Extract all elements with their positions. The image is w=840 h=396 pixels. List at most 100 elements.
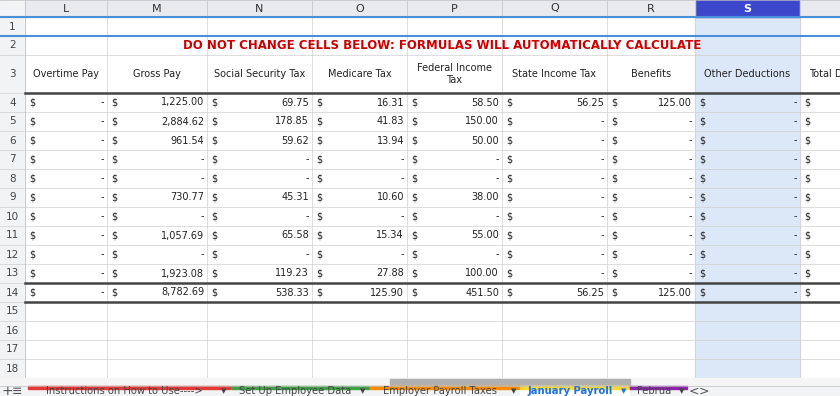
Text: $: $ xyxy=(506,97,512,107)
Text: -: - xyxy=(496,154,499,164)
Bar xyxy=(25,150,840,169)
Text: $: $ xyxy=(699,116,705,126)
Text: 2: 2 xyxy=(9,40,16,51)
Text: -: - xyxy=(601,192,604,202)
Text: $: $ xyxy=(699,135,705,145)
Text: DO NOT CHANGE CELLS BELOW: FORMULAS WILL AUTOMATICALLY CALCULATE: DO NOT CHANGE CELLS BELOW: FORMULAS WILL… xyxy=(183,39,701,52)
Text: -: - xyxy=(794,97,797,107)
Text: -: - xyxy=(601,116,604,126)
Text: $: $ xyxy=(29,154,35,164)
Text: >: > xyxy=(699,385,710,396)
Text: $: $ xyxy=(804,211,810,221)
Text: 27.88: 27.88 xyxy=(376,268,404,278)
Text: $: $ xyxy=(29,268,35,278)
Text: $: $ xyxy=(211,230,217,240)
Text: 17: 17 xyxy=(6,345,19,354)
Text: -: - xyxy=(101,154,104,164)
Text: ▼: ▼ xyxy=(360,388,365,394)
Text: -: - xyxy=(794,116,797,126)
Bar xyxy=(695,36,800,55)
Text: $: $ xyxy=(29,249,35,259)
Text: -: - xyxy=(794,135,797,145)
Text: $: $ xyxy=(111,230,117,240)
Text: $: $ xyxy=(316,154,322,164)
Bar xyxy=(25,321,840,340)
Text: $: $ xyxy=(211,249,217,259)
Text: January Payroll: January Payroll xyxy=(528,386,612,396)
Text: $: $ xyxy=(316,173,322,183)
Text: -: - xyxy=(601,154,604,164)
Bar xyxy=(207,0,312,17)
Bar xyxy=(0,264,25,283)
Bar xyxy=(695,283,800,302)
Text: 15: 15 xyxy=(6,307,19,316)
Text: $: $ xyxy=(699,230,705,240)
Bar xyxy=(25,207,840,226)
Text: Employer Payroll Taxes: Employer Payroll Taxes xyxy=(382,386,496,396)
Text: 961.54: 961.54 xyxy=(171,135,204,145)
Text: -: - xyxy=(101,116,104,126)
Bar xyxy=(0,112,25,131)
Text: -: - xyxy=(794,268,797,278)
Text: $: $ xyxy=(29,97,35,107)
Text: $: $ xyxy=(411,154,417,164)
Bar xyxy=(607,0,695,17)
Text: $: $ xyxy=(411,173,417,183)
Bar xyxy=(695,131,800,150)
Bar xyxy=(0,55,25,93)
Text: 69.75: 69.75 xyxy=(281,97,309,107)
Bar xyxy=(0,226,25,245)
Text: -: - xyxy=(601,249,604,259)
Text: +: + xyxy=(1,384,13,396)
Bar xyxy=(25,188,840,207)
Text: $: $ xyxy=(611,173,617,183)
Bar xyxy=(0,359,25,378)
Text: 13.94: 13.94 xyxy=(376,135,404,145)
Text: $: $ xyxy=(804,230,810,240)
Text: 14: 14 xyxy=(6,287,19,297)
Text: 15.34: 15.34 xyxy=(376,230,404,240)
Text: $: $ xyxy=(506,173,512,183)
Text: $: $ xyxy=(506,249,512,259)
Bar xyxy=(695,321,800,340)
Text: 125.00: 125.00 xyxy=(658,287,692,297)
Text: 178.85: 178.85 xyxy=(276,116,309,126)
Text: -: - xyxy=(306,211,309,221)
Bar xyxy=(25,359,840,378)
Text: $: $ xyxy=(804,268,810,278)
Bar xyxy=(25,93,840,112)
Text: 45.31: 45.31 xyxy=(281,192,309,202)
Text: $: $ xyxy=(699,192,705,202)
Bar xyxy=(695,302,800,321)
Text: $: $ xyxy=(699,97,705,107)
Text: -: - xyxy=(689,268,692,278)
Text: Gross Pay: Gross Pay xyxy=(133,69,181,79)
Text: Set Up Employee Data: Set Up Employee Data xyxy=(239,386,351,396)
Bar xyxy=(695,264,800,283)
Text: -: - xyxy=(201,211,204,221)
Text: $: $ xyxy=(411,268,417,278)
Text: $: $ xyxy=(211,173,217,183)
Text: ▼: ▼ xyxy=(621,388,626,394)
Text: 7: 7 xyxy=(9,154,16,164)
Text: $: $ xyxy=(111,154,117,164)
Bar xyxy=(800,0,840,17)
Text: 3: 3 xyxy=(9,69,16,79)
Bar xyxy=(0,0,25,17)
Text: Benefits: Benefits xyxy=(631,69,671,79)
Text: 56.25: 56.25 xyxy=(576,287,604,297)
Text: 2,884.62: 2,884.62 xyxy=(161,116,204,126)
Text: -: - xyxy=(201,173,204,183)
Text: $: $ xyxy=(29,230,35,240)
Bar xyxy=(695,359,800,378)
Text: -: - xyxy=(794,192,797,202)
Text: Februa: Februa xyxy=(637,386,671,396)
Text: -: - xyxy=(101,192,104,202)
Text: $: $ xyxy=(699,249,705,259)
Bar xyxy=(521,386,629,396)
Text: $: $ xyxy=(804,154,810,164)
Text: -: - xyxy=(306,173,309,183)
Text: $: $ xyxy=(506,211,512,221)
Text: $: $ xyxy=(804,135,810,145)
Bar xyxy=(25,283,840,302)
